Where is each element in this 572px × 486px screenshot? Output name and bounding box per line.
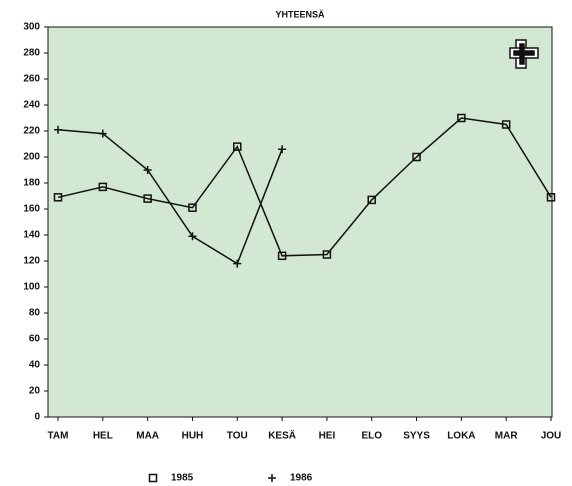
y-tick-label: 40 <box>29 360 41 371</box>
y-tick-label: 260 <box>23 74 40 85</box>
marker-square <box>98 182 108 192</box>
y-tick-label: 0 <box>34 412 40 423</box>
marker-square <box>277 251 287 261</box>
marker-square <box>457 113 466 123</box>
y-tick-label: 80 <box>29 308 41 319</box>
marker-plus <box>54 125 62 134</box>
marker-plus <box>278 145 287 154</box>
marker-plus <box>268 474 276 482</box>
x-tick-label: TAM <box>48 431 69 442</box>
x-tick-label: HEI <box>319 431 336 442</box>
x-tick-label: LOKA <box>447 431 475 442</box>
marker-square <box>53 193 63 202</box>
y-tick-label: 180 <box>23 178 40 189</box>
marker-plus <box>233 259 242 268</box>
marker-square <box>143 194 152 203</box>
y-tick-label: 120 <box>23 256 40 267</box>
marker-square <box>188 203 197 212</box>
y-tick-label: 200 <box>23 152 40 163</box>
chart-title: YHTEENSÄ <box>275 9 325 19</box>
y-tick-label: 100 <box>23 282 40 293</box>
x-tick-label: MAR <box>495 431 519 442</box>
marker-plus <box>143 166 152 174</box>
marker-square <box>367 195 376 205</box>
plot-area <box>47 26 553 418</box>
y-tick-label: 240 <box>23 100 40 111</box>
y-tick-label: 140 <box>23 230 40 241</box>
x-tick-label: ELO <box>361 431 382 442</box>
marker-square <box>501 120 511 129</box>
x-tick-label: MAA <box>136 431 159 442</box>
series-line <box>57 128 283 265</box>
marker-square <box>233 142 242 151</box>
marker-square <box>412 152 421 162</box>
x-tick-label: JOU <box>541 431 562 442</box>
logo-icon <box>509 39 539 69</box>
legend-label: 1986 <box>290 473 313 484</box>
y-tick-label: 280 <box>23 48 40 59</box>
legend-label: 1985 <box>171 473 194 484</box>
x-tick-label: KESÄ <box>268 429 296 442</box>
marker-plus <box>188 232 197 241</box>
y-tick-label: 60 <box>29 334 41 345</box>
marker-square <box>322 250 332 259</box>
marker-square <box>546 193 556 202</box>
y-tick-label: 160 <box>23 204 40 215</box>
y-tick-label: 300 <box>23 22 40 33</box>
series-line <box>57 117 552 257</box>
y-tick-label: 220 <box>23 126 40 137</box>
y-tick-label: 20 <box>29 386 41 397</box>
marker-square <box>148 473 158 483</box>
x-tick-label: TOU <box>227 431 248 442</box>
marker-plus <box>98 129 107 138</box>
x-tick-label: SYYS <box>403 431 430 442</box>
x-tick-label: HEL <box>93 431 113 442</box>
x-tick-label: HUH <box>182 431 204 442</box>
